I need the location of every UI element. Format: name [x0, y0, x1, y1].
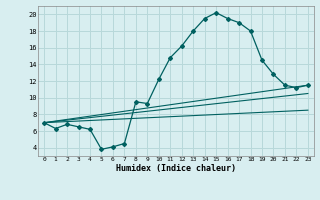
X-axis label: Humidex (Indice chaleur): Humidex (Indice chaleur): [116, 164, 236, 173]
